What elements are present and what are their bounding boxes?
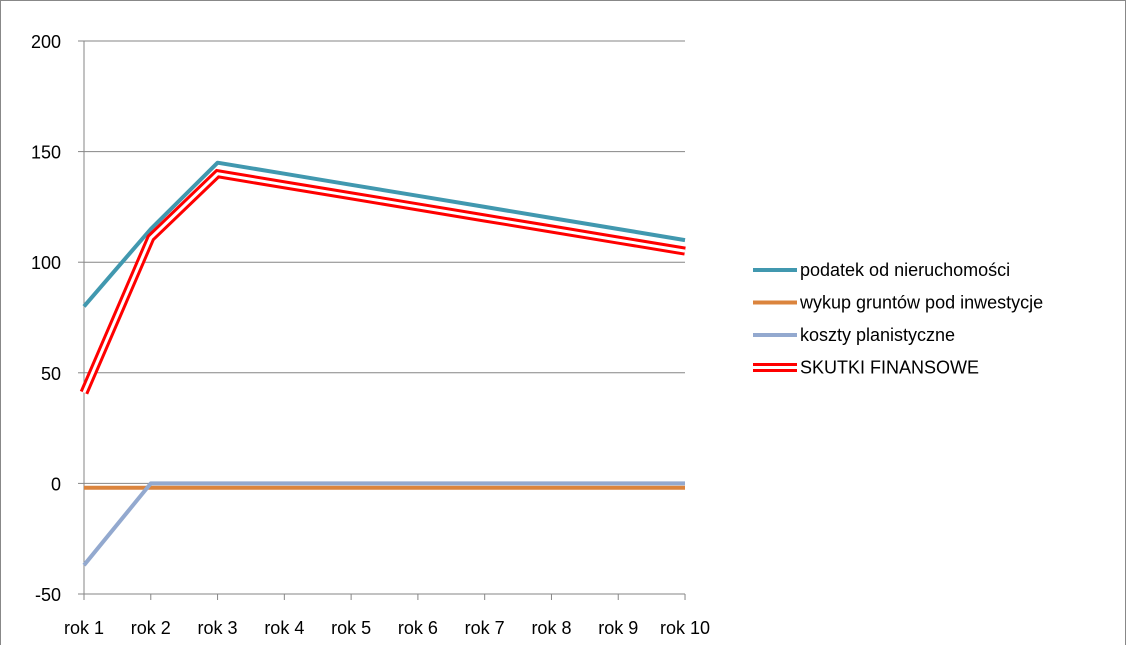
y-tick-label: 150: [31, 143, 61, 163]
legend: podatek od nieruchomości wykup gruntów po…: [753, 260, 1043, 378]
series-line-0: [82, 160, 686, 308]
legend-label: SKUTKI FINANSOWE: [800, 358, 979, 378]
x-tick-label: rok 9: [598, 618, 638, 638]
series-line-3-inner: [82, 172, 686, 394]
y-tick-label: 200: [31, 32, 61, 52]
legend-label: wykup gruntów pod inwestycje: [799, 293, 1043, 313]
y-tick-label: 100: [31, 253, 61, 273]
legend-label: koszty planistyczne: [800, 325, 955, 345]
x-tick-label: rok 10: [660, 618, 710, 638]
gridlines: [84, 40, 685, 595]
y-tick-label: -50: [35, 585, 61, 605]
x-tick-labels: rok 1 rok 2 rok 3 rok 4 rok 5 rok 6 rok 7 rok 8…: [64, 618, 710, 638]
x-tick-label: rok 1: [64, 618, 104, 638]
x-tick-label: rok 3: [198, 618, 238, 638]
x-tick-label: rok 6: [398, 618, 438, 638]
axes: [78, 40, 686, 600]
y-tick-label: 0: [51, 474, 61, 494]
series-line-2: [82, 481, 685, 567]
x-tick-label: rok 7: [465, 618, 505, 638]
x-tick-label: rok 2: [131, 618, 171, 638]
series-lines: [79, 160, 686, 567]
y-tick-label: 50: [41, 364, 61, 384]
legend-label: podatek od nieruchomości: [800, 260, 1010, 280]
y-tick-labels: 200 150 100 50 0 -50: [31, 32, 61, 605]
x-tick-label: rok 5: [331, 618, 371, 638]
x-tick-label: rok 8: [531, 618, 571, 638]
x-tick-label: rok 4: [264, 618, 304, 638]
